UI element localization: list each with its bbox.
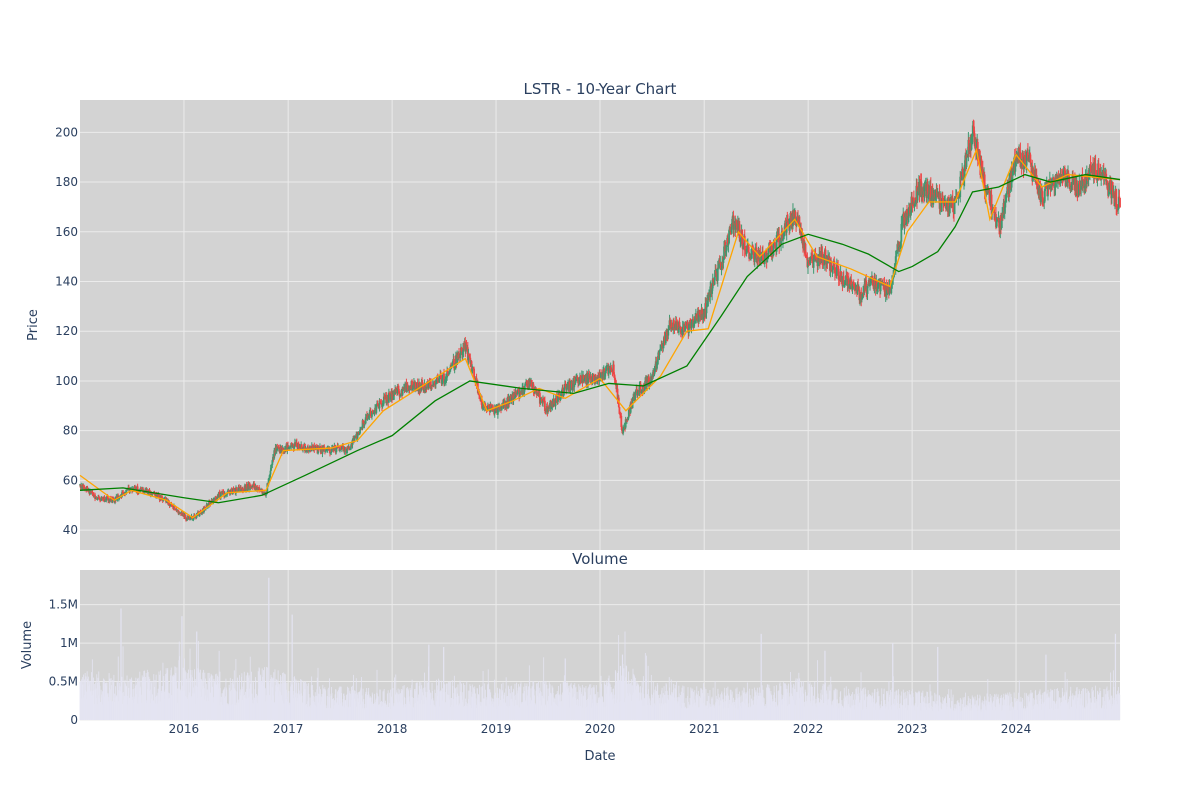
candle-body: [359, 430, 361, 434]
candle-body: [270, 471, 272, 475]
candle-body: [524, 386, 526, 390]
candle-body: [544, 401, 546, 411]
candle-body: [258, 487, 260, 489]
candle-body: [566, 388, 568, 391]
candle-body: [449, 372, 451, 374]
candle-body: [236, 488, 238, 490]
